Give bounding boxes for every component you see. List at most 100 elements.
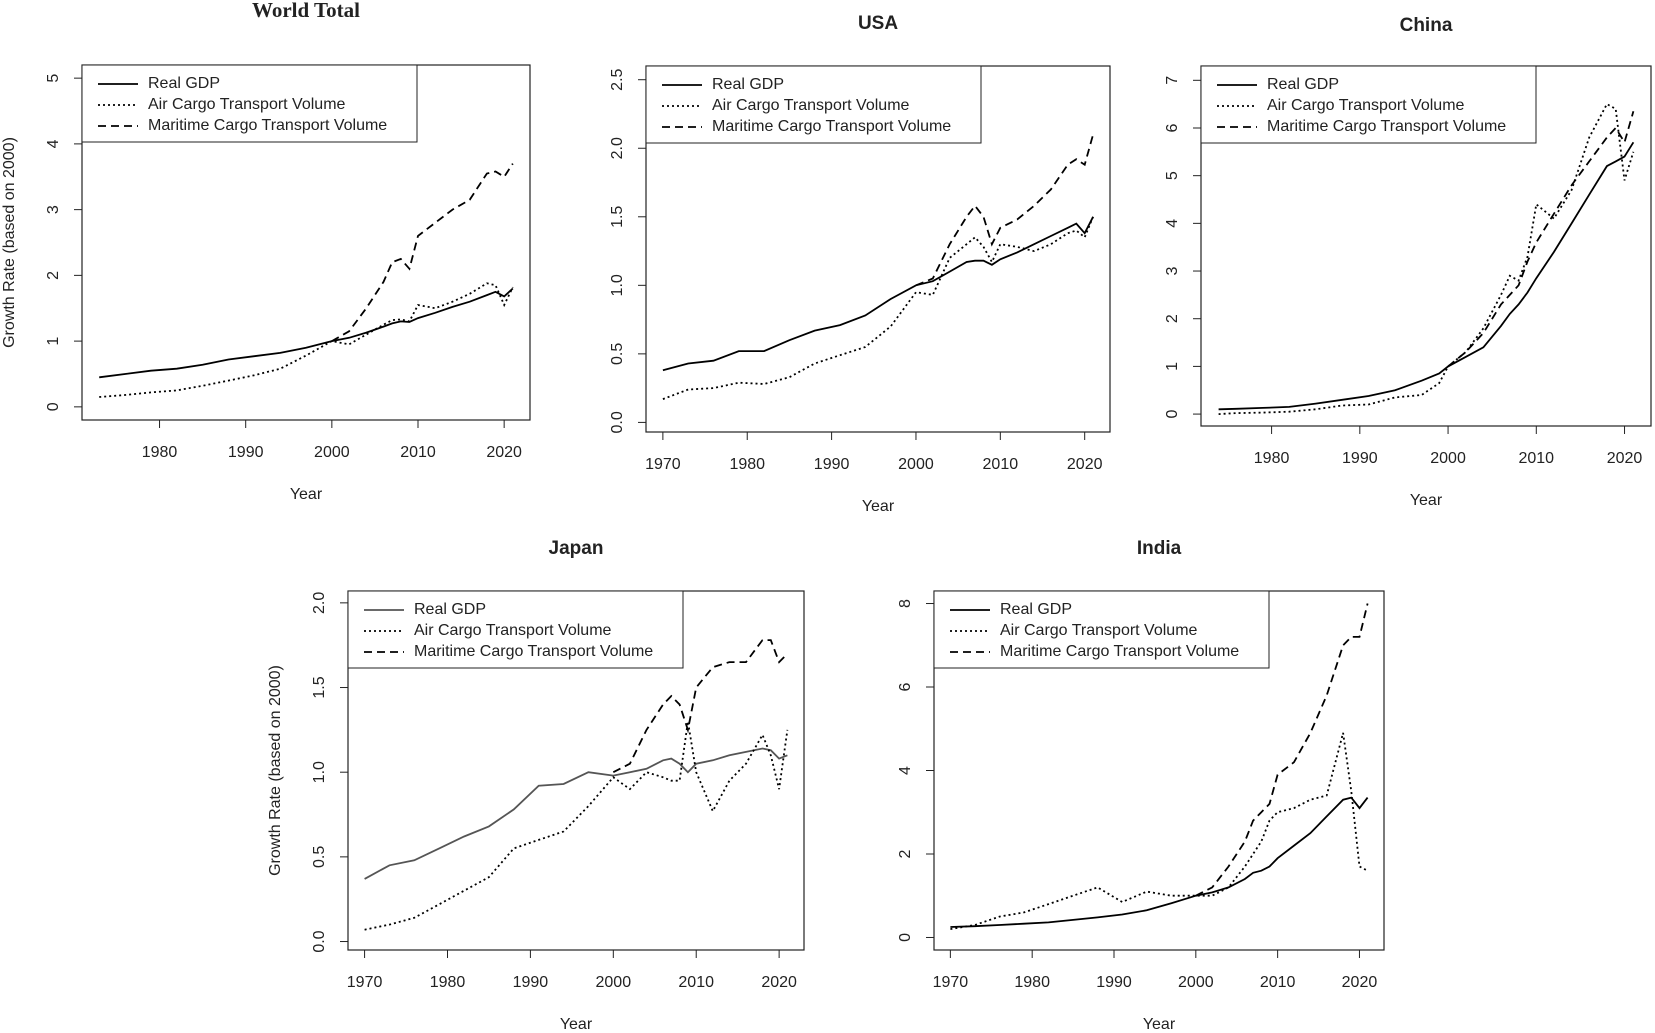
x-tick-label: 2010 [983,456,1019,473]
y-tick-label: 2 [1164,314,1181,323]
x-tick-label: 2020 [1342,974,1378,991]
y-tick-label: 1 [45,337,62,346]
chart-title: USA [858,13,898,34]
x-tick-label: 1970 [933,974,969,991]
series-line [950,732,1369,930]
x-tick-label: 2020 [761,974,797,991]
legend-label: Real GDP [1000,601,1072,618]
x-tick-label: 2020 [486,444,522,461]
y-tick-label: 3 [45,205,62,214]
chart-panel: China 1980 1990 2000 2010 2020 0 1 2 3 4 5 6 7 Year Rea… [1164,15,1652,509]
x-axis-label: Year [290,486,323,503]
x-tick-label: 2020 [1067,456,1103,473]
x-tick-label: 1980 [729,456,765,473]
series-line [662,216,1094,372]
series-line [612,639,789,774]
x-tick-label: 2010 [1518,450,1554,467]
y-tick-label: 6 [1164,123,1181,132]
series-line [950,796,1369,928]
y-tick-label: 5 [45,74,62,83]
y-tick-label: 1 [1164,362,1181,371]
y-tick-label: 1.5 [311,676,328,698]
x-tick-label: 2000 [1430,450,1466,467]
x-tick-label: 1980 [142,444,178,461]
series-line [99,287,514,379]
x-axis-label: Year [862,498,895,515]
y-tick-label: 0 [45,402,62,411]
chart-title: World Total [252,0,360,22]
y-tick-label: 2 [45,271,62,280]
x-tick-label: 2000 [596,974,632,991]
chart-panel: World Total 1980 1990 2000 2010 2020 0 1 2 3 4 5 Yea… [1,0,531,503]
x-tick-label: 2020 [1607,450,1643,467]
x-tick-label: 2010 [1260,974,1296,991]
series-line [1195,603,1369,897]
y-tick-label: 4 [45,139,62,148]
chart-title: China [1400,15,1453,36]
x-tick-label: 2000 [898,456,934,473]
chart-panel: USA 1970 1980 1990 2000 2010 2020 0.0 0.5 1.0 1.5 2… [609,13,1111,515]
legend-label: Air Cargo Transport Volume [1000,622,1198,639]
x-tick-label: 2010 [400,444,436,461]
y-tick-label: 4 [897,766,914,775]
x-tick-label: 1980 [1014,974,1050,991]
y-axis-label: Growth Rate (based on 2000) [1,137,18,348]
y-tick-label: 0.0 [311,930,328,952]
legend-box [81,64,418,143]
y-tick-label: 7 [1164,76,1181,85]
legend-label: Maritime Cargo Transport Volume [1267,118,1506,135]
x-tick-label: 2000 [314,444,350,461]
legend-box [933,590,1270,669]
series-line [331,163,514,342]
x-tick-label: 2010 [678,974,714,991]
legend-box [1200,65,1537,144]
series-line [1218,141,1635,411]
legend-label: Air Cargo Transport Volume [148,96,346,113]
y-tick-label: 4 [1164,219,1181,228]
y-tick-label: 3 [1164,266,1181,275]
y-tick-label: 5 [1164,171,1181,180]
legend-label: Air Cargo Transport Volume [414,622,612,639]
legend-label: Air Cargo Transport Volume [712,97,910,114]
y-tick-label: 0.0 [609,411,626,433]
legend-label: Real GDP [1267,76,1339,93]
chart-title: India [1137,538,1182,559]
legend-label: Maritime Cargo Transport Volume [712,118,951,135]
chart-panel: Japan 1970 1980 1990 2000 2010 2020 0.0 0.5 1.0 1.… [267,538,805,1033]
legend-box [347,590,684,669]
x-tick-label: 1980 [430,974,466,991]
y-tick-label: 2.5 [609,68,626,90]
x-tick-label: 1990 [1342,450,1378,467]
y-tick-label: 2 [897,849,914,858]
legend-label: Real GDP [148,75,220,92]
y-tick-label: 0.5 [311,846,328,868]
x-tick-label: 1970 [347,974,383,991]
legend-box [645,65,982,144]
x-axis-label: Year [560,1016,593,1033]
y-tick-label: 2.0 [311,592,328,614]
y-tick-label: 1.5 [609,206,626,228]
y-tick-label: 6 [897,682,914,691]
y-tick-label: 0 [1164,410,1181,419]
series-line [1218,102,1635,415]
legend-label: Air Cargo Transport Volume [1267,97,1465,114]
legend-label: Real GDP [712,76,784,93]
x-tick-label: 1990 [513,974,549,991]
y-tick-label: 8 [897,599,914,608]
x-tick-label: 2000 [1178,974,1214,991]
series-line [364,747,788,880]
chart-panel: India 1970 1980 1990 2000 2010 2020 0 2 4 6 8 Year Re… [897,538,1385,1033]
series-line [364,721,789,931]
y-tick-label: 0.5 [609,343,626,365]
legend-label: Maritime Cargo Transport Volume [148,117,387,134]
series-line [1447,111,1635,368]
x-tick-label: 1990 [814,456,850,473]
x-axis-label: Year [1410,492,1443,509]
x-tick-label: 1970 [645,456,681,473]
x-tick-label: 1990 [1096,974,1132,991]
chart-title: Japan [549,538,604,559]
x-tick-label: 1980 [1254,450,1290,467]
y-axis-label: Growth Rate (based on 2000) [267,665,284,876]
series-line [915,134,1094,287]
